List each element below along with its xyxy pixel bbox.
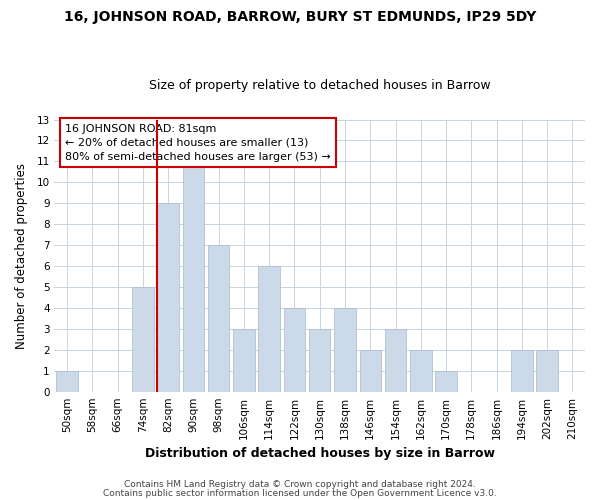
Bar [284,308,305,392]
Bar [182,162,204,392]
Bar [436,370,457,392]
Bar [511,350,533,392]
Text: 16, JOHNSON ROAD, BARROW, BURY ST EDMUNDS, IP29 5DY: 16, JOHNSON ROAD, BARROW, BURY ST EDMUND… [64,10,536,24]
Bar [536,350,558,392]
Y-axis label: Number of detached properties: Number of detached properties [15,162,28,348]
Bar [359,350,381,392]
Text: 16 JOHNSON ROAD: 81sqm
← 20% of detached houses are smaller (13)
80% of semi-det: 16 JOHNSON ROAD: 81sqm ← 20% of detached… [65,124,331,162]
Bar [157,204,179,392]
Bar [208,245,229,392]
Text: Contains public sector information licensed under the Open Government Licence v3: Contains public sector information licen… [103,488,497,498]
Bar [410,350,431,392]
Bar [259,266,280,392]
Text: Contains HM Land Registry data © Crown copyright and database right 2024.: Contains HM Land Registry data © Crown c… [124,480,476,489]
Title: Size of property relative to detached houses in Barrow: Size of property relative to detached ho… [149,79,491,92]
X-axis label: Distribution of detached houses by size in Barrow: Distribution of detached houses by size … [145,447,495,460]
Bar [385,329,406,392]
Bar [132,287,154,392]
Bar [309,329,331,392]
Bar [334,308,356,392]
Bar [56,370,78,392]
Bar [233,329,254,392]
